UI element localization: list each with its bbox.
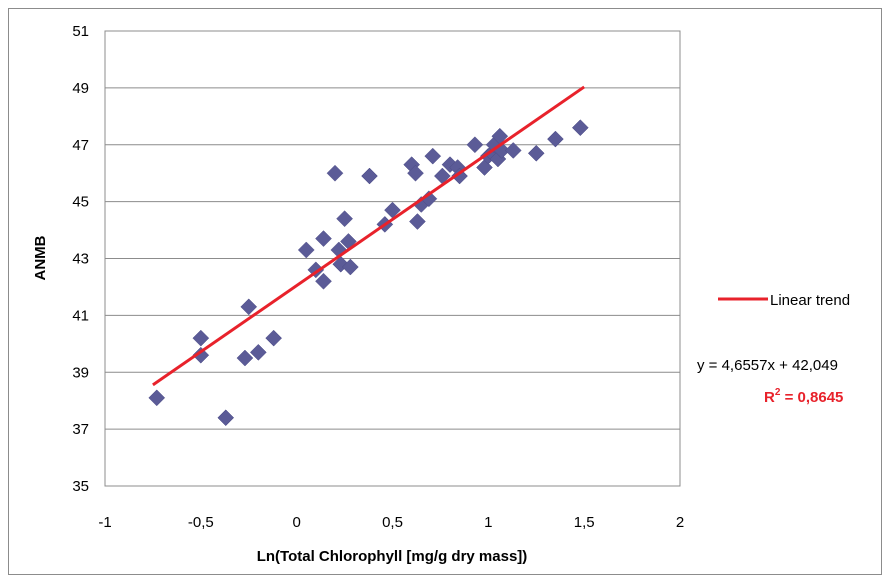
legend: Linear trend bbox=[718, 292, 850, 309]
data-points bbox=[148, 119, 589, 427]
x-tick-label: -0,5 bbox=[188, 514, 214, 531]
r-squared-superscript: 2 bbox=[775, 387, 781, 398]
data-point bbox=[315, 272, 332, 290]
r-squared-label: R2 = 0,8645 bbox=[764, 387, 843, 406]
y-tick-label: 41 bbox=[72, 307, 89, 324]
data-point bbox=[192, 329, 210, 347]
y-tick-label: 43 bbox=[72, 251, 89, 268]
data-point bbox=[326, 164, 344, 182]
trend-equation: y = 4,6557x + 42,049 bbox=[697, 357, 838, 374]
data-point bbox=[265, 329, 283, 347]
data-point bbox=[336, 210, 353, 228]
y-tick-label: 35 bbox=[72, 478, 89, 495]
x-tick-label: -1 bbox=[98, 514, 111, 531]
data-point bbox=[236, 349, 254, 367]
y-tick-label: 39 bbox=[72, 364, 89, 381]
x-tick-label: 2 bbox=[676, 514, 684, 531]
data-point bbox=[527, 144, 545, 162]
data-point bbox=[240, 298, 258, 316]
x-tick-label: 0 bbox=[292, 514, 300, 531]
x-tick-label: 1 bbox=[484, 514, 492, 531]
trend-line bbox=[152, 85, 586, 387]
data-point bbox=[424, 147, 442, 165]
data-point bbox=[466, 136, 484, 154]
x-axis-title: Ln(Total Chlorophyll [mg/g dry mass]) bbox=[257, 548, 528, 565]
data-point bbox=[217, 409, 235, 427]
data-point bbox=[571, 119, 589, 137]
data-point bbox=[407, 164, 424, 182]
x-tick-label: 0,5 bbox=[382, 514, 403, 531]
data-point bbox=[361, 167, 378, 185]
x-tick-label: 1,5 bbox=[574, 514, 595, 531]
y-tick-label: 47 bbox=[72, 137, 89, 154]
trendline-layer bbox=[152, 85, 586, 387]
data-point bbox=[297, 241, 315, 259]
gridlines bbox=[105, 87, 680, 430]
data-point bbox=[504, 142, 522, 159]
r-squared-symbol: R bbox=[764, 389, 775, 406]
data-point bbox=[148, 389, 166, 407]
data-point bbox=[341, 258, 359, 276]
legend-trend-label: Linear trend bbox=[770, 292, 850, 309]
data-point bbox=[315, 230, 332, 247]
y-tick-label: 37 bbox=[72, 421, 89, 438]
r-squared-value: = 0,8645 bbox=[780, 389, 843, 406]
tick-labels: 35 37 39 41 43 45 47 49 51 -1 -0,5 0 0,5 1 1,5 2 bbox=[72, 23, 684, 531]
data-point bbox=[547, 130, 564, 148]
data-point bbox=[409, 213, 426, 230]
y-axis-title: ANMB bbox=[32, 235, 49, 280]
data-point bbox=[192, 346, 210, 364]
y-tick-label: 51 bbox=[72, 23, 89, 40]
data-point bbox=[249, 343, 267, 361]
y-tick-label: 45 bbox=[72, 194, 89, 211]
y-tick-label: 49 bbox=[72, 80, 89, 97]
